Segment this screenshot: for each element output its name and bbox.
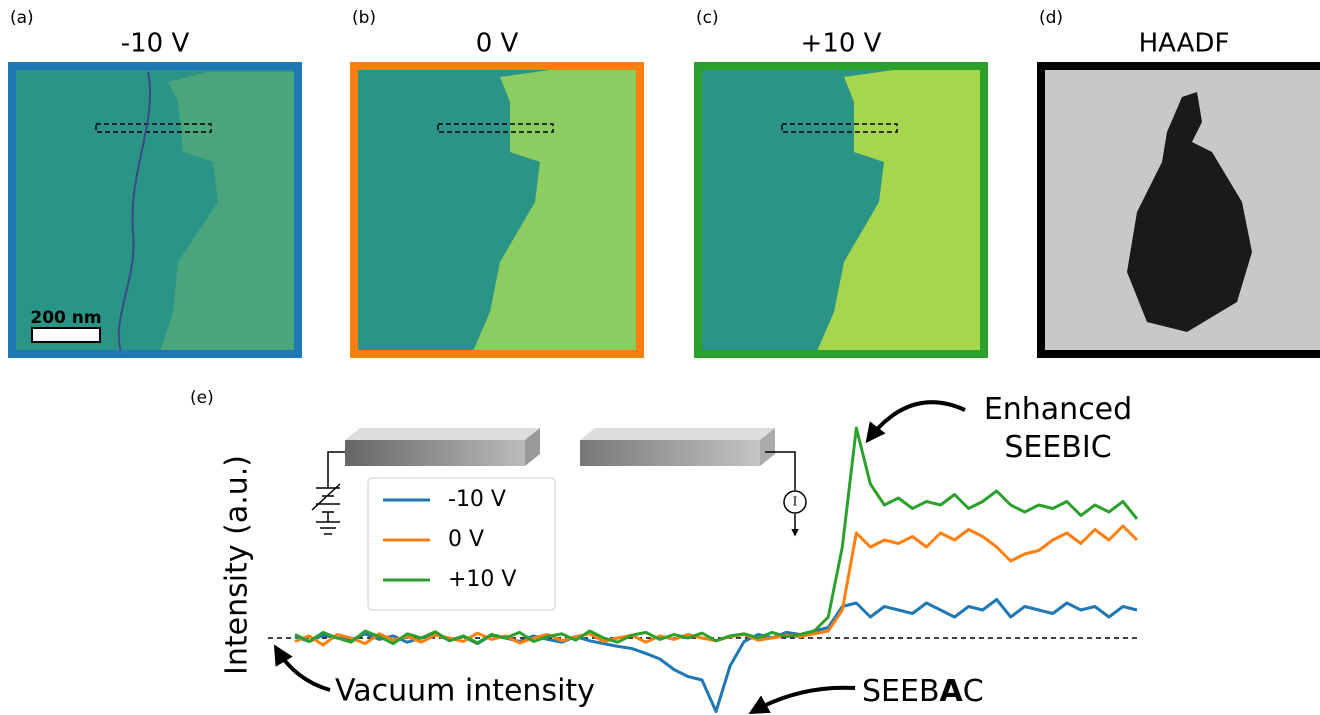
annotation: SEEBAC xyxy=(862,674,984,709)
image-region xyxy=(814,70,988,358)
crack xyxy=(117,71,152,359)
dark-region xyxy=(1127,92,1252,332)
dashed-box xyxy=(781,123,898,133)
image-region xyxy=(158,72,302,358)
micrograph xyxy=(350,62,644,358)
series-line xyxy=(294,426,1139,646)
panel-label: (b) xyxy=(352,8,376,28)
micrograph xyxy=(694,62,988,358)
scale-bar xyxy=(31,327,101,343)
annotation-arrows xyxy=(273,400,966,714)
legend-box xyxy=(367,477,556,611)
legend-label: -10 V xyxy=(448,487,506,512)
panel-border xyxy=(350,62,644,358)
panel-title: -10 V xyxy=(121,29,190,59)
panel-label: (c) xyxy=(696,8,719,28)
legend-label: 0 V xyxy=(448,527,484,552)
y-axis-label: Intensity (a.u.) xyxy=(220,455,255,675)
dashed-box xyxy=(95,123,212,133)
panel-label: (d) xyxy=(1039,8,1063,28)
annotation: Enhanced SEEBIC xyxy=(984,392,1132,465)
panel-title: HAADF xyxy=(1139,29,1230,59)
micrograph xyxy=(1037,62,1320,358)
circuit-illustration: I xyxy=(311,428,807,535)
legend-label: +10 V xyxy=(448,567,516,592)
panel-label: (e) xyxy=(190,388,214,408)
panel-label: (a) xyxy=(10,8,34,28)
image-region xyxy=(470,70,644,358)
panel-title: +10 V xyxy=(801,29,882,59)
panel-border xyxy=(694,62,988,358)
annotation: Vacuum intensity xyxy=(335,674,595,709)
panel-title: 0 V xyxy=(476,29,519,59)
micrograph: 200 nm xyxy=(8,62,302,359)
scale-bar-label: 200 nm xyxy=(30,308,101,328)
panels: (a) -10 V 200 nm (b) 0 V (c) +10 V (d) HAADF xyxy=(8,8,1320,359)
panel-border xyxy=(1037,62,1320,358)
panel-border xyxy=(8,62,302,358)
chart: (e) Intensity (a.u.) -10 V 0 V +10 V Enhanced… xyxy=(190,388,1140,713)
legend: -10 V 0 V +10 V xyxy=(367,477,556,611)
svg-text:I: I xyxy=(793,495,798,509)
dashed-box xyxy=(437,123,554,133)
